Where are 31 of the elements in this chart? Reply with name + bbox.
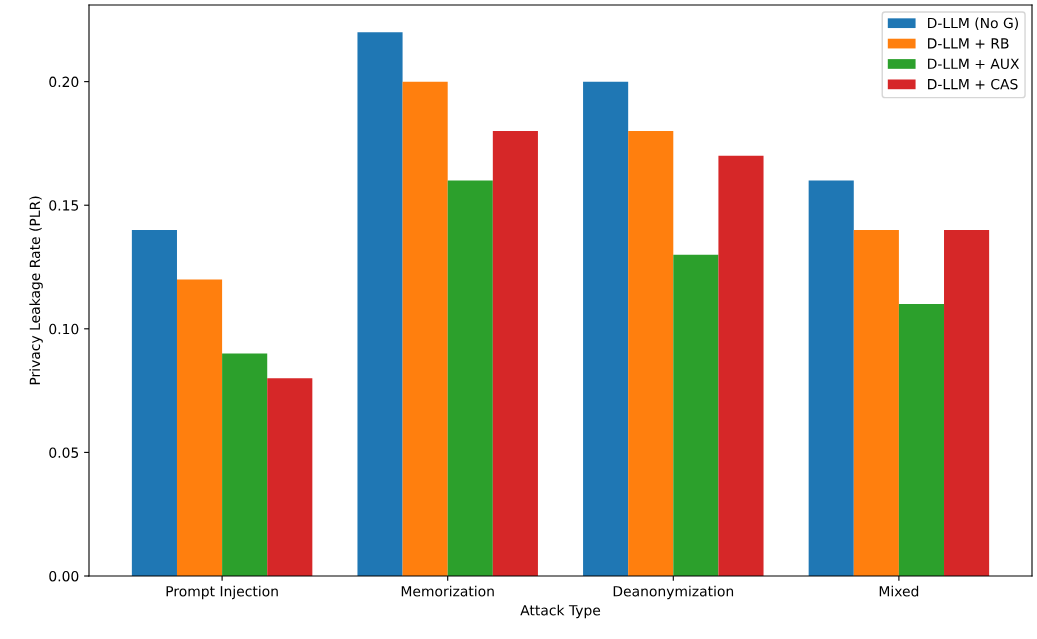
- y-tick-label: 0.00: [49, 570, 79, 582]
- bar: [673, 254, 719, 576]
- bar: [718, 155, 764, 576]
- bar: [402, 81, 448, 576]
- legend-label: D-LLM + RB: [928, 38, 1009, 49]
- bar: [808, 180, 854, 576]
- bar: [176, 279, 223, 576]
- bar: [853, 229, 899, 576]
- bar: [944, 229, 990, 576]
- x-tick-label: Prompt Injection: [166, 585, 278, 600]
- legend-label: D-LLM (No G): [928, 17, 1018, 30]
- x-axis-title: Attack Type: [520, 604, 601, 619]
- y-axis-title: Privacy Leakage Rate (PLR): [29, 196, 43, 385]
- bar: [898, 304, 945, 576]
- bar: [492, 131, 538, 576]
- y-tick-label: 0.15: [49, 200, 79, 211]
- x-tick-label: Deanonymization: [613, 585, 734, 600]
- bar: [357, 32, 403, 576]
- bar: [583, 81, 629, 576]
- x-tick-label: Mixed: [879, 585, 919, 597]
- x-tick-label: Memorization: [401, 585, 494, 597]
- y-tick-label: 0.20: [49, 76, 79, 88]
- y-tick-label: 0.10: [49, 323, 79, 335]
- y-tick-label: 0.05: [49, 447, 79, 458]
- bar: [222, 353, 268, 576]
- bar: [267, 378, 313, 576]
- legend-label: D-LLM + CAS: [928, 78, 1018, 90]
- bar: [447, 180, 493, 576]
- legend-label: D-LLM + AUX: [928, 58, 1020, 70]
- bar: [131, 229, 177, 576]
- bar: [628, 131, 674, 576]
